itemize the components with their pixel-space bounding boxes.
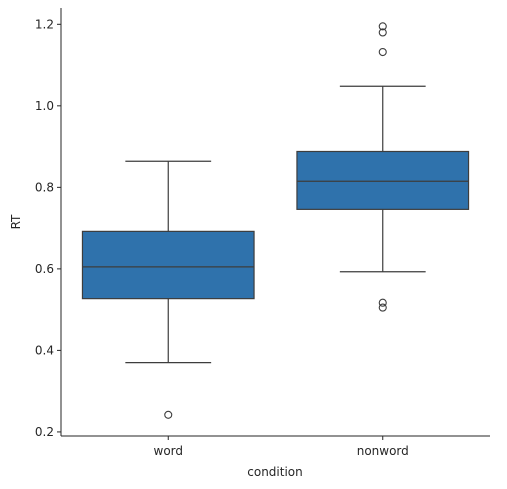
outlier-point: [378, 298, 387, 307]
axes-layer: [60, 8, 490, 437]
y-tick-label: 1.2: [35, 17, 54, 31]
x-tick-label: word: [154, 444, 184, 458]
boxes-layer: [81, 22, 470, 419]
y-tick-label: 0.2: [35, 425, 54, 439]
y-axis-label: RT: [9, 214, 23, 229]
outlier-point: [378, 28, 387, 37]
y-tick-label: 0.4: [35, 343, 54, 357]
box-group-nonword: [296, 22, 470, 312]
y-tick-label: 0.8: [35, 180, 54, 194]
box-iqr: [81, 230, 255, 300]
outlier-point: [378, 22, 387, 31]
outlier-point: [378, 303, 387, 312]
outlier-point: [164, 410, 173, 419]
x-tick-label: nonword: [357, 444, 409, 458]
box-group-word: [81, 160, 255, 419]
y-tick-label: 1.0: [35, 99, 54, 113]
y-tick-label: 0.6: [35, 262, 54, 276]
box-iqr: [296, 150, 470, 210]
outlier-point: [378, 47, 387, 57]
x-axis-label: condition: [247, 465, 302, 479]
ticks-layer: 0.2 0.4 0.6 0.8 1.0 1.2 word nonword: [35, 17, 409, 458]
